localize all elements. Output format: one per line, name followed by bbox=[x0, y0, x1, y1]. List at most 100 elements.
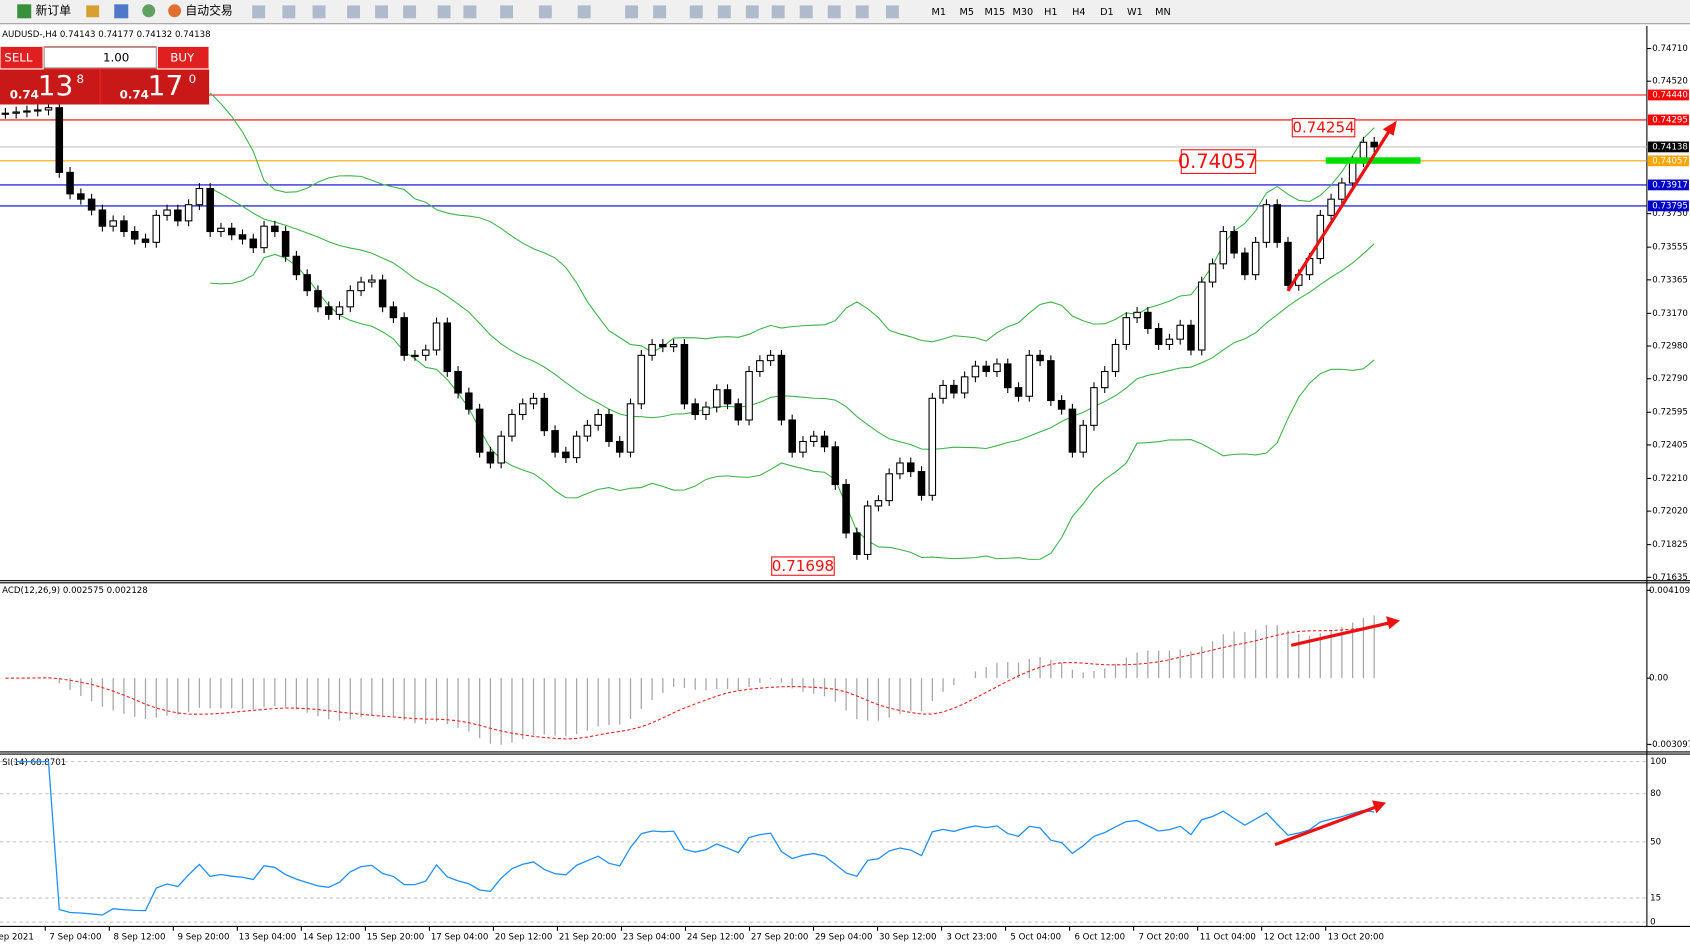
tool-icon[interactable] bbox=[855, 5, 869, 19]
drawing-tools: M1 M5 M15 M30 H1 H4 D1 W1 MN bbox=[252, 5, 1171, 19]
tool-icon[interactable] bbox=[653, 5, 667, 19]
buy-pips: 17 bbox=[148, 69, 184, 102]
candle-body bbox=[529, 397, 538, 405]
level-tag bbox=[1647, 114, 1689, 126]
tool-icon[interactable] bbox=[625, 5, 639, 19]
timeframe-button[interactable]: D1 bbox=[1100, 7, 1114, 18]
x-tick-label: 12 Oct 12:00 bbox=[1264, 933, 1320, 943]
tool-icon[interactable] bbox=[403, 5, 417, 19]
tool-icon[interactable] bbox=[827, 5, 841, 19]
timeframe-button[interactable]: MN bbox=[1155, 7, 1171, 18]
timeframe-button[interactable]: M1 bbox=[932, 7, 947, 18]
candle-body bbox=[1100, 370, 1109, 389]
candle-body bbox=[475, 408, 484, 453]
candle-body bbox=[368, 279, 376, 283]
candle-body bbox=[357, 281, 365, 292]
candle-body bbox=[831, 446, 840, 486]
candle-body bbox=[766, 354, 775, 362]
candle-body bbox=[863, 505, 872, 556]
candle-body bbox=[1003, 363, 1012, 389]
tool-icon[interactable] bbox=[538, 5, 552, 19]
candle-body bbox=[960, 376, 969, 394]
candle-body bbox=[756, 360, 764, 373]
candle-body bbox=[1090, 387, 1098, 426]
sell-price-box[interactable] bbox=[0, 70, 100, 105]
sell-button[interactable] bbox=[0, 45, 44, 70]
tool-icon[interactable] bbox=[86, 5, 100, 18]
sell-label[interactable]: SELL bbox=[4, 51, 33, 65]
tool-icon[interactable] bbox=[689, 5, 703, 19]
candle-body bbox=[809, 435, 818, 443]
timeframe-button[interactable]: W1 bbox=[1127, 7, 1143, 18]
price-window bbox=[0, 25, 1647, 580]
candle-body bbox=[1176, 324, 1184, 340]
x-tick-label: 6 Oct 12:00 bbox=[1074, 933, 1125, 943]
buy-button[interactable] bbox=[156, 45, 210, 70]
x-tick-label: ep 2021 bbox=[0, 933, 34, 943]
candle-body bbox=[982, 365, 990, 373]
y-tick-label: 0.72405 bbox=[1652, 440, 1688, 450]
timeframe-button[interactable]: M30 bbox=[1012, 7, 1033, 18]
tool-icon[interactable] bbox=[771, 5, 785, 19]
candle-body bbox=[551, 430, 559, 453]
candle-body bbox=[141, 238, 150, 243]
y-tick-label: 0.72595 bbox=[1652, 408, 1688, 418]
tool-icon[interactable] bbox=[437, 5, 451, 19]
tool-icon[interactable] bbox=[375, 5, 389, 19]
tool-icon[interactable] bbox=[799, 5, 813, 19]
buy-fraction: 0 bbox=[189, 72, 197, 86]
tool-icon[interactable] bbox=[717, 5, 731, 19]
timeframe-button[interactable]: H1 bbox=[1044, 7, 1057, 18]
candle-body bbox=[1036, 354, 1044, 362]
tool-icon[interactable] bbox=[463, 5, 477, 19]
candle-body bbox=[1187, 324, 1195, 351]
candle-body bbox=[1327, 198, 1335, 216]
arrow-head bbox=[1382, 120, 1397, 136]
auto-trading-button[interactable]: 自动交易 bbox=[185, 3, 232, 17]
candle-body bbox=[12, 111, 20, 114]
tool-icon[interactable] bbox=[885, 5, 899, 19]
timeframe-button[interactable]: H4 bbox=[1072, 7, 1085, 18]
macd-signal bbox=[5, 626, 1375, 740]
candle-body bbox=[885, 473, 893, 502]
x-tick-label: 9 Sep 20:00 bbox=[177, 933, 229, 943]
candle-body bbox=[637, 354, 646, 405]
tool-icon[interactable] bbox=[577, 5, 591, 19]
candle-body bbox=[217, 227, 225, 233]
candle-body bbox=[745, 370, 753, 421]
x-tick-label: 13 Sep 04:00 bbox=[239, 933, 296, 943]
new-order-button[interactable]: 新订单 bbox=[36, 3, 72, 17]
candle-body bbox=[734, 403, 743, 421]
new-order-icon[interactable] bbox=[17, 4, 32, 19]
buy-label[interactable]: BUY bbox=[170, 51, 195, 65]
tool-icon[interactable] bbox=[282, 5, 296, 19]
timeframe-button[interactable]: M5 bbox=[960, 7, 975, 18]
tool-icon[interactable] bbox=[142, 4, 156, 18]
tool-icon[interactable] bbox=[347, 5, 360, 19]
tool-icon[interactable] bbox=[312, 5, 326, 19]
candle-body bbox=[648, 343, 656, 356]
candle-body bbox=[184, 204, 193, 222]
y-tick-label: 80 bbox=[1650, 789, 1661, 799]
tool-icon[interactable] bbox=[745, 5, 759, 19]
lot-value[interactable]: 1.00 bbox=[103, 51, 129, 65]
level-tag bbox=[1647, 200, 1689, 212]
candle-body bbox=[572, 435, 581, 459]
candle-body bbox=[1111, 343, 1120, 373]
tool-icon[interactable] bbox=[500, 5, 514, 19]
timeframe-button[interactable]: M15 bbox=[984, 7, 1005, 18]
candle-body bbox=[378, 279, 387, 308]
buy-price-box[interactable] bbox=[101, 70, 210, 105]
candle-body bbox=[421, 349, 430, 356]
auto-trading-icon[interactable] bbox=[168, 4, 182, 18]
tool-icon[interactable] bbox=[252, 5, 266, 19]
highlight-bar bbox=[1325, 157, 1421, 164]
x-tick-label: 30 Sep 12:00 bbox=[879, 933, 936, 943]
x-tick-label: 21 Sep 20:00 bbox=[559, 933, 616, 943]
tool-icon[interactable] bbox=[114, 4, 129, 19]
x-tick-label: 11 Oct 04:00 bbox=[1200, 933, 1256, 943]
level-label: 0.73795 bbox=[1652, 201, 1688, 211]
arrow-head bbox=[1386, 616, 1401, 630]
x-tick-label: 3 Oct 23:00 bbox=[946, 933, 997, 943]
lot-input[interactable] bbox=[43, 46, 157, 69]
